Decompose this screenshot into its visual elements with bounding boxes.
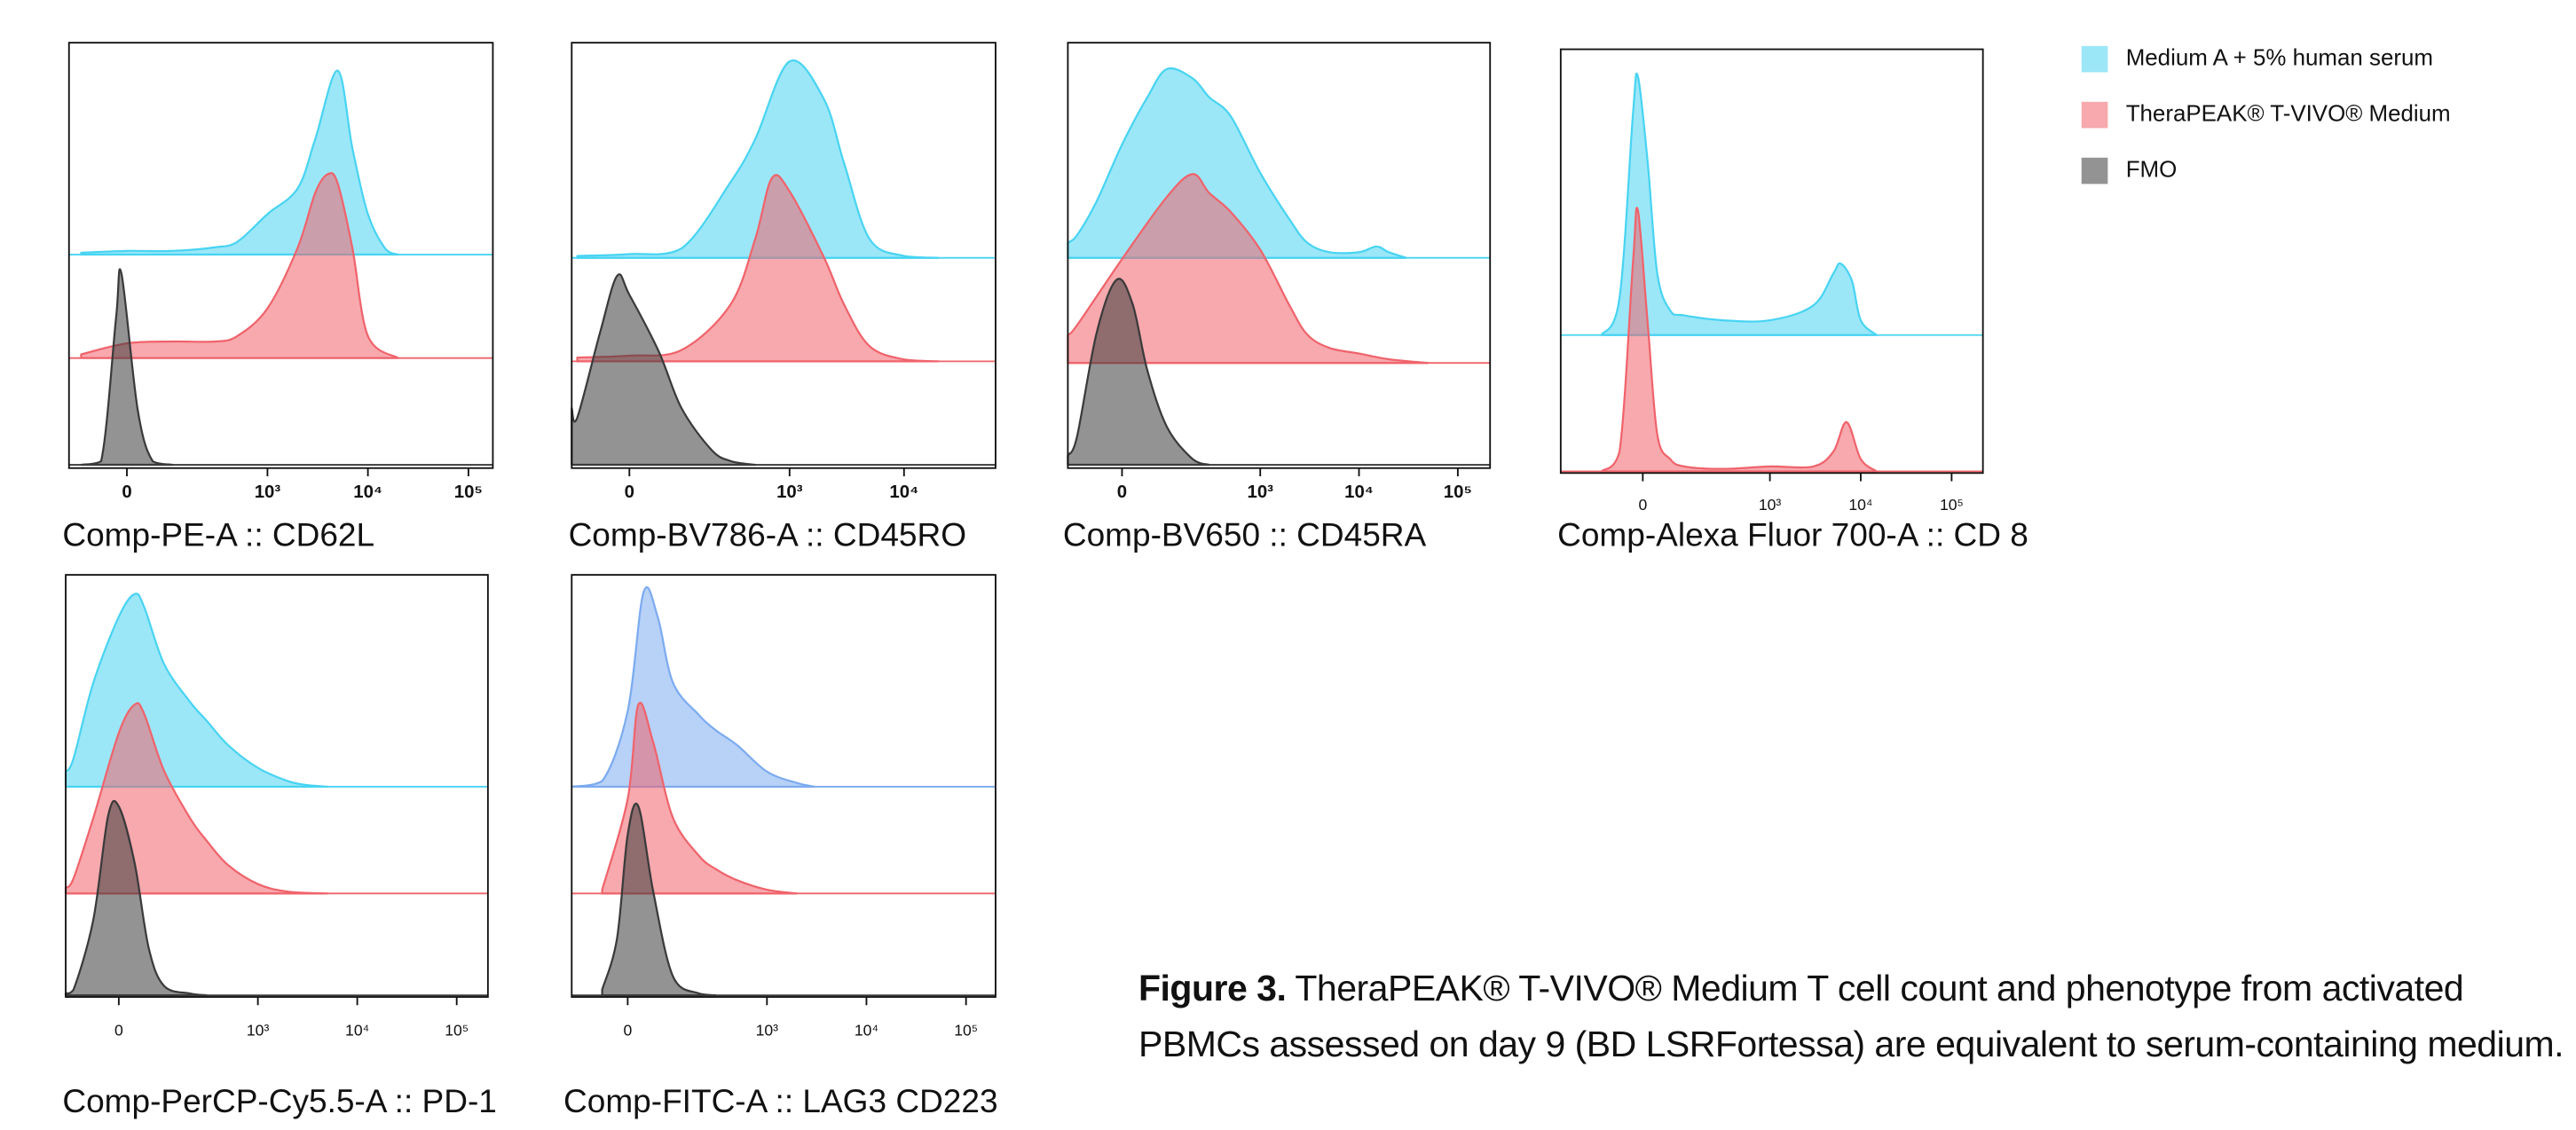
legend-label: Medium A + 5% human serum [2126,46,2433,71]
plot-frame [67,42,494,469]
x-tick-label: 10⁵ [454,483,483,502]
histogram-area [1067,278,1210,467]
x-axis-label: Comp-BV786-A :: CD45RO [569,515,966,553]
x-tick-label: 10³ [247,1022,270,1040]
x-tick-label: 10⁴ [855,1022,878,1040]
histogram-area [576,59,940,259]
legend-swatch [2081,157,2108,184]
caption-text: TheraPEAK® T-VIVO® Medium T cell count a… [1138,968,2564,1064]
plot-frame [571,574,997,998]
histogram-area [571,585,815,789]
plot-frame [1559,48,1984,475]
x-tick-label: 10⁵ [1940,496,1964,514]
x-tick-label: 10⁵ [954,1022,978,1040]
histogram-area [80,69,399,256]
x-tick-label: 10⁵ [445,1022,469,1040]
x-tick-label: 10⁴ [889,483,918,502]
legend-label: FMO [2126,157,2178,182]
x-axis-label: Comp-BV650 :: CD45RA [1063,515,1427,553]
histogram-area [1600,207,1879,473]
x-axis-label: Comp-FITC-A :: LAG3 CD223 [563,1082,998,1119]
histogram-area [601,803,717,997]
x-tick-label: 0 [1117,483,1127,502]
plot-frame [65,574,489,998]
x-tick-label: 10⁵ [1444,483,1472,502]
legend-label: TheraPEAK® T-VIVO® Medium [2126,101,2451,126]
histogram-area [1067,67,1407,259]
x-tick-label: 10³ [1759,496,1782,514]
plot-frame [571,42,997,469]
x-tick-label: 10³ [255,483,281,502]
legend-swatch [2081,101,2108,129]
x-tick-label: 10³ [1248,483,1274,502]
histogram-area [1600,72,1879,336]
histogram-area [80,268,174,467]
x-tick-label: 0 [623,1022,632,1040]
x-tick-label: 10⁴ [1344,483,1374,502]
x-tick-label: 0 [114,1022,123,1040]
histogram-area [601,702,799,895]
x-tick-label: 0 [122,483,131,502]
x-tick-label: 10⁴ [345,1022,369,1040]
x-axis-label: Comp-Alexa Fluor 700-A :: CD 8 [1557,515,2029,553]
x-tick-label: 0 [625,483,634,502]
x-tick-label: 10³ [756,1022,779,1040]
histogram-area [576,174,940,363]
histogram-area [571,273,757,467]
x-tick-label: 10³ [776,483,803,502]
histogram-area [64,799,208,997]
histogram-area [80,172,399,359]
caption: Figure 3. TheraPEAK® T-VIVO® Medium T cel… [1138,961,2569,1072]
x-tick-label: 10⁴ [1848,496,1872,514]
legend-swatch [2081,45,2108,73]
x-axis-label: Comp-PerCP-Cy5.5-A :: PD-1 [62,1082,497,1119]
plot-frame [1067,42,1492,469]
histogram-area [64,592,328,789]
x-axis-label: Comp-PE-A :: CD62L [62,515,374,553]
caption-label: Figure 3. [1138,968,1287,1008]
x-tick-label: 10⁴ [353,483,382,502]
histogram-area [1067,173,1430,365]
x-tick-label: 0 [1638,496,1647,514]
